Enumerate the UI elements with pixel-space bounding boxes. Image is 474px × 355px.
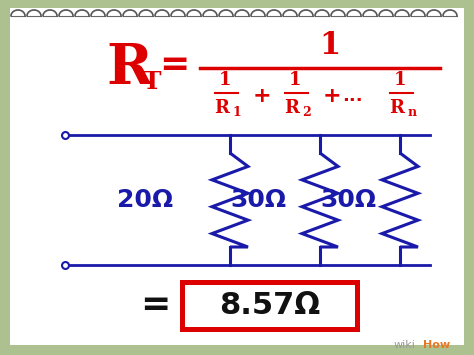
Text: R: R (284, 99, 300, 117)
Text: 30Ω: 30Ω (320, 188, 376, 212)
Text: =: = (140, 288, 170, 322)
Text: R: R (390, 99, 404, 117)
Text: 20Ω: 20Ω (117, 188, 173, 212)
Text: +: + (253, 86, 271, 106)
Text: 8.57Ω: 8.57Ω (219, 290, 320, 320)
Text: How: How (423, 340, 450, 350)
Text: wiki: wiki (393, 340, 415, 350)
Text: 2: 2 (302, 106, 311, 120)
Text: 1: 1 (394, 71, 406, 89)
Text: 1: 1 (233, 106, 241, 120)
Text: R: R (107, 40, 153, 95)
Text: 1: 1 (289, 71, 301, 89)
Text: R: R (215, 99, 229, 117)
Text: n: n (408, 106, 417, 120)
Text: =: = (159, 48, 189, 82)
Bar (180, 280, 360, 332)
Text: T: T (143, 70, 161, 94)
Text: ...: ... (342, 87, 362, 105)
Text: +: + (323, 86, 341, 106)
Text: 1: 1 (219, 71, 231, 89)
Text: 30Ω: 30Ω (230, 188, 286, 212)
Text: 1: 1 (319, 31, 340, 61)
Bar (185, 285, 355, 327)
